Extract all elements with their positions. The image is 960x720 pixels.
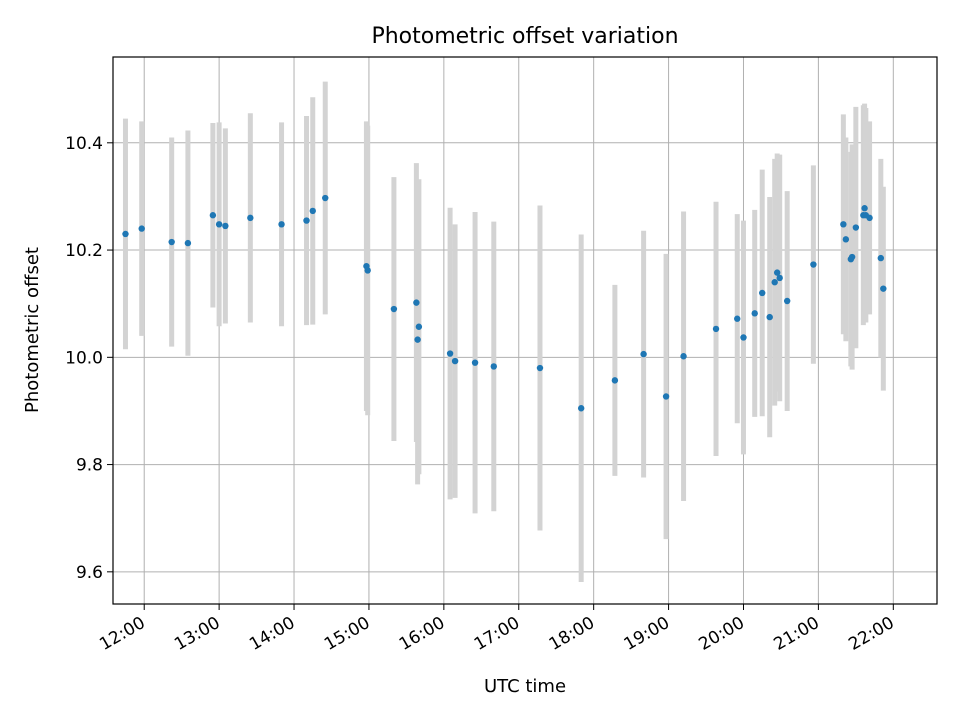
data-point — [840, 221, 847, 228]
data-point — [712, 325, 720, 333]
data-point — [861, 205, 868, 212]
data-point — [322, 194, 329, 202]
data-point — [662, 393, 670, 400]
data-point — [611, 377, 619, 384]
y-tick-label: 9.8 — [76, 456, 103, 476]
data-point — [783, 297, 791, 305]
data-point — [414, 336, 421, 343]
data-point — [247, 214, 254, 222]
data-point — [215, 221, 223, 228]
data-point — [490, 363, 497, 370]
y-tick-label: 10.4 — [65, 134, 103, 154]
y-axis-ticks: 9.6 9.8 10.0 10.2 10.4 — [65, 134, 113, 583]
y-axis-label: Photometric offset — [22, 247, 43, 413]
data-point — [390, 305, 398, 313]
data-point — [122, 230, 129, 238]
data-point — [877, 254, 885, 262]
data-point — [640, 350, 647, 358]
data-point — [759, 289, 766, 297]
data-point — [577, 405, 585, 412]
y-tick-label: 10.0 — [65, 348, 103, 368]
data-point — [309, 207, 316, 215]
data-point — [751, 310, 758, 317]
data-point — [852, 224, 860, 231]
data-point — [451, 357, 459, 365]
data-point — [734, 315, 741, 322]
data-point — [842, 236, 850, 243]
data-point — [222, 222, 229, 230]
data-point — [364, 267, 371, 274]
data-point — [413, 299, 420, 306]
x-axis-label: UTC time — [484, 676, 566, 697]
data-points — [122, 194, 887, 412]
data-point — [766, 313, 773, 321]
data-point — [168, 238, 175, 246]
data-point — [880, 285, 887, 292]
data-point — [776, 274, 783, 282]
plot-frame — [112, 56, 938, 605]
chart-title: Photometric offset variation — [371, 24, 678, 49]
data-point — [209, 212, 217, 219]
data-point — [184, 239, 192, 247]
data-point — [446, 350, 454, 357]
y-tick-label: 10.2 — [65, 241, 103, 261]
data-point — [771, 279, 778, 286]
data-point — [848, 253, 856, 261]
data-point — [680, 353, 687, 360]
data-point — [303, 217, 310, 224]
data-point — [278, 221, 285, 228]
data-point — [471, 359, 479, 366]
data-point — [866, 214, 873, 222]
data-point — [138, 225, 145, 232]
data-point — [415, 323, 423, 330]
y-tick-label: 9.6 — [76, 563, 103, 583]
data-point — [773, 269, 781, 276]
data-point — [810, 261, 817, 268]
data-point — [740, 334, 747, 341]
data-point — [536, 364, 544, 372]
